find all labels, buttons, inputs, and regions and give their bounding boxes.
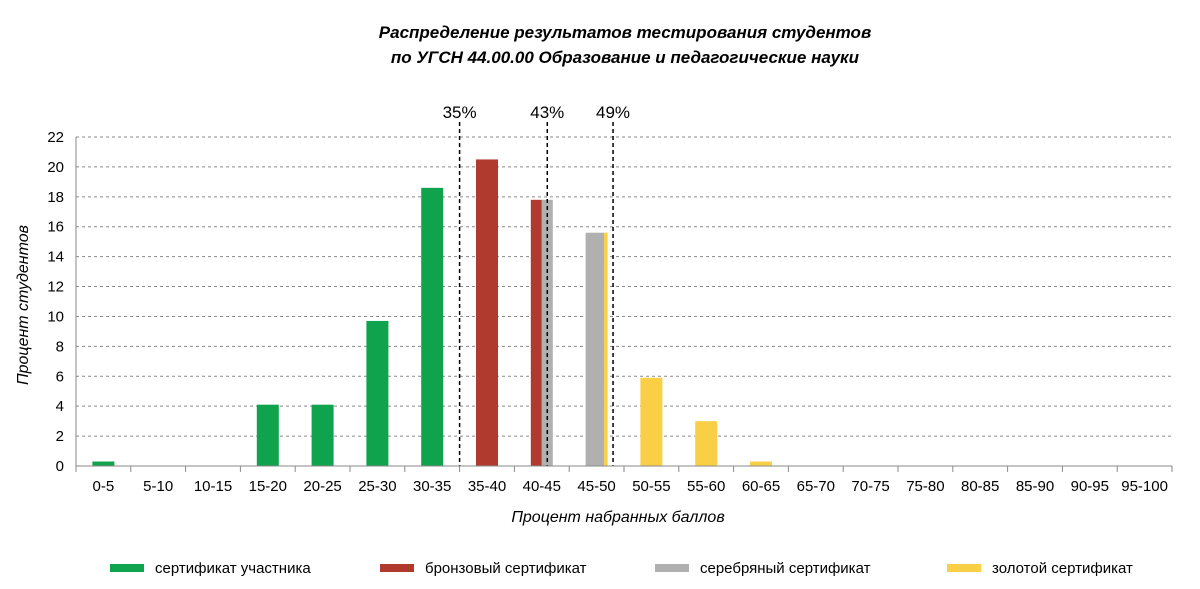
x-tick-label: 10-15 — [194, 478, 232, 495]
x-tick-label: 5-10 — [143, 478, 173, 495]
y-tick-label: 0 — [56, 458, 64, 475]
bar-20-25 — [311, 404, 334, 466]
y-tick-label: 20 — [47, 159, 64, 176]
x-tick-label: 25-30 — [358, 478, 396, 495]
y-tick-label: 2 — [56, 428, 64, 445]
y-tick-label: 22 — [47, 129, 64, 146]
y-tick-label: 6 — [56, 368, 64, 385]
bar-40-45 — [530, 199, 542, 467]
x-tick-label: 80-85 — [961, 478, 999, 495]
threshold-label: 35% — [443, 103, 477, 122]
bars — [92, 159, 772, 467]
y-tick-label: 14 — [47, 249, 64, 266]
y-tick-label: 8 — [56, 338, 64, 355]
x-tick-label: 20-25 — [303, 478, 341, 495]
bar-35-40 — [476, 159, 498, 466]
bar-60-65 — [750, 461, 772, 466]
chart-title-line1: Распределение результатов тестирования с… — [379, 23, 871, 42]
bar-45-50 — [585, 232, 605, 466]
x-tick-label: 40-45 — [523, 478, 561, 495]
legend-swatch — [110, 564, 144, 572]
bar-30-35 — [421, 187, 444, 466]
legend-swatch — [947, 564, 981, 572]
x-tick-label: 65-70 — [797, 478, 835, 495]
axes — [75, 137, 1173, 472]
grid-lines — [76, 136, 1172, 437]
y-axis-ticks: 0 2 4 6 8 10 12 14 16 18 20 22 — [47, 129, 64, 475]
x-tick-label: 85-90 — [1016, 478, 1054, 495]
x-tick-label: 0-5 — [93, 478, 115, 495]
y-axis-label: Процент студентов — [15, 225, 32, 385]
bar-55-60 — [695, 421, 718, 466]
x-tick-label: 95-100 — [1121, 478, 1168, 495]
x-tick-label: 45-50 — [577, 478, 615, 495]
x-tick-label: 55-60 — [687, 478, 725, 495]
bar-15-20 — [256, 404, 279, 466]
legend-label: золотой сертификат — [992, 560, 1133, 577]
x-tick-label: 60-65 — [742, 478, 780, 495]
x-tick-label: 15-20 — [249, 478, 287, 495]
x-tick-label: 30-35 — [413, 478, 451, 495]
threshold-label: 49% — [596, 103, 630, 122]
legend-label: серебряный сертификат — [700, 560, 871, 577]
x-axis-label: Процент набранных баллов — [511, 509, 724, 526]
chart-title-line2: по УГСН 44.00.00 Образование и педагогич… — [391, 48, 860, 67]
legend-label: бронзовый сертификат — [425, 560, 587, 577]
x-tick-label: 75-80 — [906, 478, 944, 495]
y-tick-label: 10 — [47, 308, 64, 325]
legend-swatch — [655, 564, 689, 572]
x-axis-ticks: 0-5 5-10 10-15 15-20 20-25 25-30 30-35 35-40 40-… — [93, 478, 1168, 495]
x-tick-label: 50-55 — [632, 478, 670, 495]
threshold-lines: 35% 43% 49% — [443, 103, 630, 466]
y-tick-label: 4 — [56, 398, 64, 415]
y-tick-label: 18 — [47, 189, 64, 206]
bar-25-30 — [366, 320, 389, 466]
bar-45-50 — [604, 232, 608, 466]
bar-50-55 — [640, 377, 663, 466]
x-tick-label: 70-75 — [851, 478, 889, 495]
y-tick-label: 12 — [47, 279, 64, 296]
legend: сертификат участника бронзовый сертификат… — [110, 560, 1133, 577]
threshold-label: 43% — [530, 103, 564, 122]
y-tick-label: 16 — [47, 219, 64, 236]
bar-0-5 — [92, 461, 115, 466]
x-tick-label: 35-40 — [468, 478, 506, 495]
legend-swatch — [380, 564, 414, 572]
legend-label: сертификат участника — [155, 560, 311, 577]
x-tick-label: 90-95 — [1071, 478, 1109, 495]
